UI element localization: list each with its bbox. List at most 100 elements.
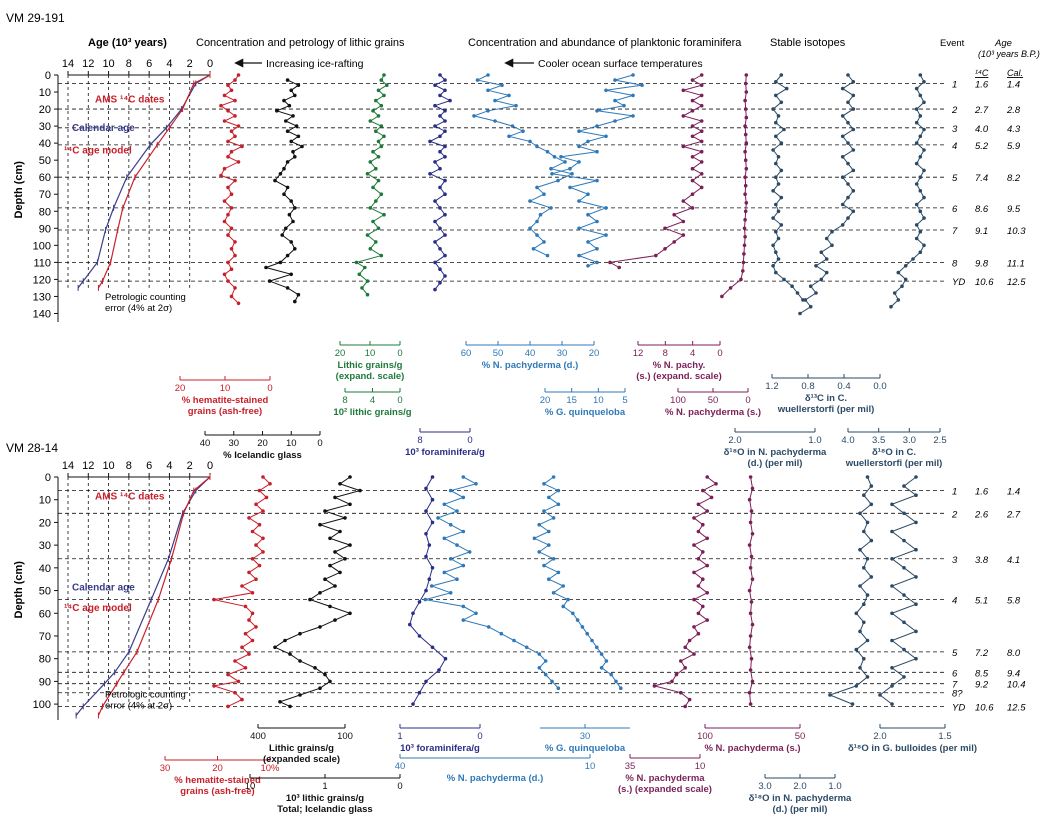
event-c14-age: 9.8	[975, 258, 989, 269]
annotation-c14-model: ¹⁴C age model	[64, 145, 132, 156]
series-point	[551, 516, 556, 520]
series-point	[840, 202, 845, 207]
series-point	[424, 554, 428, 559]
series-point	[914, 86, 919, 91]
series-point	[535, 219, 539, 224]
series-point	[890, 529, 894, 534]
series-point	[549, 166, 553, 171]
series-point	[443, 78, 447, 82]
series-point	[690, 78, 695, 82]
header-c14: ¹⁴C	[975, 68, 989, 78]
series-point	[819, 250, 824, 254]
series-point	[862, 566, 866, 570]
series-point	[914, 141, 919, 145]
bottom-axis-tick-label: 0	[717, 348, 722, 359]
series-point	[577, 226, 581, 231]
series-point	[566, 597, 570, 602]
series-point	[365, 292, 370, 297]
series-point	[499, 631, 504, 636]
series-point	[382, 73, 386, 77]
series-point	[699, 185, 704, 190]
series-point	[226, 212, 230, 217]
series-point	[692, 543, 696, 547]
bottom-axis-tick-label: 30	[160, 763, 171, 774]
series-point	[862, 656, 866, 661]
series-point	[776, 114, 781, 118]
series-point	[699, 83, 704, 87]
depth-tick-label: 20	[39, 517, 51, 529]
series-point	[243, 666, 248, 670]
series-point	[288, 704, 292, 709]
annotation-ams-dates: AMS ¹⁴C dates	[95, 94, 165, 105]
series-point	[261, 550, 265, 554]
series-point	[291, 114, 295, 118]
series-point	[551, 475, 556, 479]
series-point	[869, 538, 874, 543]
series-point	[683, 666, 687, 670]
series-point	[613, 119, 617, 123]
series-point	[222, 219, 227, 224]
series-point	[427, 577, 432, 581]
series-point	[443, 155, 447, 159]
series-point	[696, 584, 701, 588]
series-point	[561, 584, 565, 588]
series-point	[750, 622, 755, 627]
series-point	[424, 588, 428, 593]
series-point	[376, 114, 381, 118]
depth-tick-label: 100	[33, 240, 51, 252]
series-point	[914, 161, 919, 166]
series-point	[226, 155, 230, 159]
series-point	[296, 292, 301, 297]
bottom-axis-tick-label: 0.0	[873, 381, 886, 392]
series-point	[283, 638, 287, 643]
series-point	[690, 134, 695, 139]
series-point	[747, 543, 752, 547]
series-point	[840, 223, 845, 227]
series-point	[250, 529, 255, 534]
series-point	[293, 206, 297, 210]
series-point	[379, 103, 384, 108]
series-point	[443, 192, 447, 196]
series-point	[750, 532, 755, 536]
series-point	[840, 175, 845, 179]
series-point	[824, 236, 829, 241]
bottom-axis-tick-label: 8	[417, 435, 422, 446]
series-point	[430, 645, 435, 650]
series-point	[774, 120, 778, 125]
series-point	[475, 78, 480, 82]
series-point	[379, 253, 384, 258]
depth-tick-label: 110	[33, 257, 51, 269]
bottom-axis-tick-label: 30	[557, 348, 568, 359]
header-age-bp: Age	[994, 38, 1012, 49]
series-point	[854, 647, 859, 652]
series-point	[699, 129, 704, 133]
series-point	[233, 114, 237, 118]
header-age-bp2: (10³ years B.P.)	[978, 49, 1040, 59]
series-point	[438, 73, 442, 77]
series-point	[699, 139, 704, 144]
series-point	[257, 563, 262, 568]
event-label: 5	[952, 648, 958, 659]
series-point	[411, 702, 415, 706]
series-point	[771, 148, 775, 152]
series-point	[902, 566, 906, 570]
series-point	[774, 202, 778, 207]
series-point	[903, 264, 908, 268]
depth-tick-label: 0	[45, 70, 51, 82]
series-point	[858, 629, 862, 634]
series-point	[448, 557, 453, 561]
series-point	[278, 260, 283, 265]
series-point	[701, 550, 705, 554]
series-point	[631, 73, 635, 77]
series-point	[547, 495, 551, 500]
series-point	[851, 93, 856, 98]
series-point	[681, 88, 686, 93]
series-point	[226, 672, 230, 677]
bottom-axis-label: 10³ foraminifera/g	[405, 447, 485, 458]
bottom-axis-tick-label: 20	[589, 348, 600, 359]
series-point	[563, 160, 567, 164]
series-point	[236, 73, 241, 77]
bottom-axis-label: % hematite-stained	[174, 775, 261, 786]
series-point	[296, 83, 301, 87]
series-point	[742, 243, 747, 248]
